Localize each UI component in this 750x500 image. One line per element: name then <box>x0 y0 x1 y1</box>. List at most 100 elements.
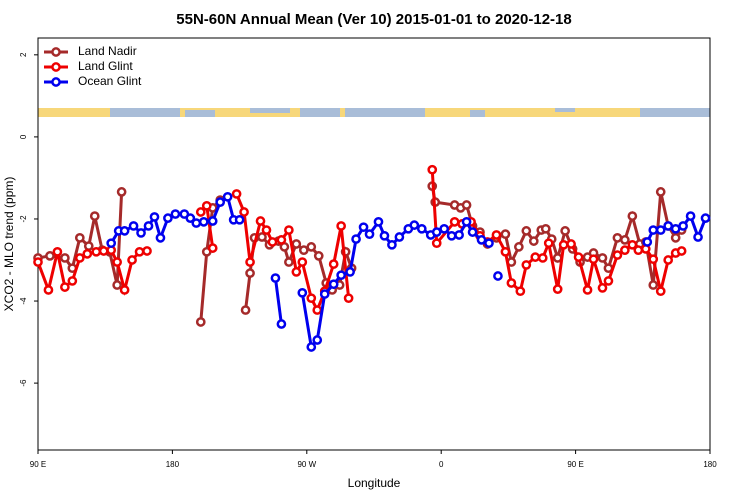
data-point <box>521 260 532 270</box>
data-point <box>112 257 122 267</box>
data-point <box>297 287 308 298</box>
data-point <box>454 230 464 240</box>
data-point <box>345 267 355 277</box>
data-point <box>207 216 218 226</box>
y-tick-label: 2 <box>19 52 28 57</box>
data-point <box>185 213 196 223</box>
data-point <box>257 232 267 242</box>
data-point <box>566 239 576 249</box>
data-point <box>663 255 674 265</box>
data-point <box>240 305 251 315</box>
data-point <box>540 223 551 234</box>
data-point <box>358 222 369 233</box>
data-point <box>83 241 94 251</box>
data-point <box>312 305 323 315</box>
data-point <box>155 232 166 243</box>
data-point <box>60 253 70 263</box>
data-point <box>500 229 511 240</box>
data-point <box>215 197 226 207</box>
data-point <box>276 235 287 245</box>
data-point <box>163 213 173 223</box>
data-point <box>291 239 302 249</box>
data-point <box>655 225 666 235</box>
data-point <box>328 279 339 290</box>
data-point <box>351 234 361 244</box>
data-point <box>573 252 584 262</box>
data-point <box>128 221 139 231</box>
plot-frame <box>37 37 711 451</box>
data-point <box>74 253 85 263</box>
data-point <box>239 207 249 217</box>
data-point <box>43 285 54 295</box>
data-point <box>127 255 137 265</box>
y-tick-label: 0 <box>19 134 28 139</box>
data-point <box>112 280 122 290</box>
y-tick-label: -2 <box>19 215 28 223</box>
data-point <box>234 214 245 225</box>
data-point <box>620 235 630 245</box>
data-point <box>530 252 541 262</box>
data-point <box>655 286 666 297</box>
data-point <box>427 164 438 175</box>
data-point <box>582 285 593 295</box>
data-point <box>648 280 659 290</box>
data-point <box>143 221 154 231</box>
data-point <box>142 246 152 256</box>
data-point <box>343 293 354 304</box>
data-point <box>484 238 494 249</box>
data-point <box>284 225 294 235</box>
data-point <box>201 200 212 211</box>
data-point <box>319 289 330 299</box>
data-point <box>306 293 317 304</box>
chart-title: 55N-60N Annual Mean (Ver 10) 2015-01-01 … <box>176 11 571 28</box>
data-point <box>633 245 644 256</box>
data-point <box>231 189 242 199</box>
data-point <box>149 212 160 222</box>
y-axis-label: XCO2 - MLO trend (ppm) <box>2 177 16 312</box>
data-point <box>291 267 302 277</box>
data-point <box>98 246 109 256</box>
data-point <box>476 235 487 245</box>
legend-marker <box>51 47 61 57</box>
data-point <box>514 242 524 252</box>
data-point <box>558 239 569 250</box>
data-point <box>298 245 309 256</box>
data-point <box>620 245 630 256</box>
data-point <box>461 200 472 210</box>
x-tick-label: 90 E <box>30 460 46 469</box>
data-point <box>560 226 570 236</box>
data-point <box>136 228 146 238</box>
x-axis-label: Longitude <box>348 476 401 490</box>
legend-label: Land Glint <box>78 59 133 73</box>
data-point <box>195 207 206 217</box>
data-point <box>416 223 427 234</box>
data-point <box>506 278 517 288</box>
data-point <box>612 232 623 243</box>
data-point <box>328 259 339 269</box>
data-point <box>700 213 711 223</box>
data-point <box>597 283 608 293</box>
data-point <box>222 191 233 202</box>
data-point <box>276 319 287 329</box>
legend-marker <box>51 77 61 87</box>
data-point <box>91 246 102 257</box>
data-point <box>612 250 623 260</box>
data-point <box>461 216 472 227</box>
data-point <box>313 251 324 261</box>
data-point <box>537 253 548 263</box>
data-point <box>119 226 130 236</box>
data-point <box>670 232 681 243</box>
data-point <box>191 218 202 228</box>
data-point <box>312 335 323 345</box>
data-point <box>245 257 255 267</box>
data-point <box>116 187 127 197</box>
data-point <box>648 225 659 235</box>
x-tick-label: 90 E <box>567 460 583 469</box>
data-point <box>588 254 599 265</box>
data-point <box>431 238 442 249</box>
data-point <box>693 232 703 242</box>
data-point <box>491 230 502 240</box>
y-tick-label: -4 <box>19 297 28 305</box>
data-point <box>543 238 554 249</box>
